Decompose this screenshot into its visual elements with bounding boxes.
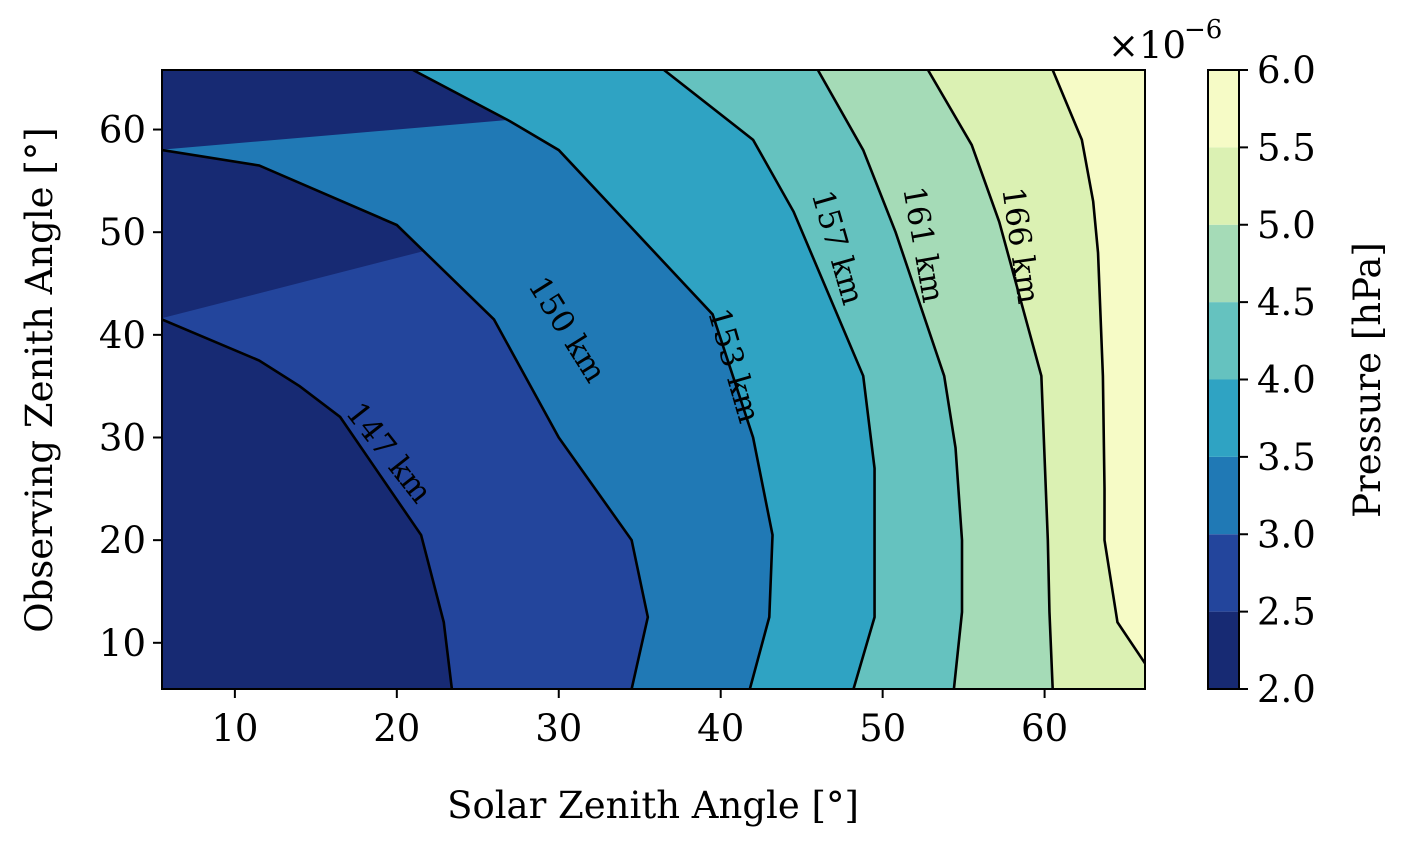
colorbar-multiplier: ×10 <box>1108 24 1186 67</box>
contour-lines <box>162 70 1145 689</box>
x-axis-label: Solar Zenith Angle [°] <box>447 784 859 827</box>
contour-fill-regions <box>162 70 1145 689</box>
contour-line <box>162 148 650 689</box>
plot-frame <box>161 69 1146 690</box>
colorbar-band <box>1208 611 1239 689</box>
colorbar-tick-label: 3.0 <box>1257 513 1316 556</box>
x-tick-label: 30 <box>535 707 582 750</box>
contour-line <box>162 318 454 689</box>
x-tick-label: 20 <box>373 707 420 750</box>
colorbar-band <box>1208 70 1239 148</box>
contour-region <box>1052 70 1145 664</box>
colorbar-band <box>1208 534 1239 612</box>
colorbar-tick-label: 6.0 <box>1257 49 1316 92</box>
contour-line <box>1051 70 1145 665</box>
colorbar-tick-label: 5.0 <box>1257 204 1316 247</box>
contour-line <box>412 70 774 689</box>
x-tick-label: 60 <box>1021 707 1068 750</box>
colorbar-tick-label: 2.0 <box>1257 668 1316 711</box>
colorbar-ticks: 2.0 2.5 3.0 3.5 4.0 4.5 5.0 5.5 6.0 <box>1239 49 1316 711</box>
y-tick-label: 10 <box>99 622 146 665</box>
colorbar-band <box>1208 379 1239 457</box>
colorbar-band <box>1208 302 1239 380</box>
colorbar-exponent: −6 <box>1184 15 1222 45</box>
y-tick-label: 20 <box>99 519 146 562</box>
y-tick-label: 40 <box>99 314 146 357</box>
contour-line <box>816 70 964 689</box>
colorbar-tick-label: 4.5 <box>1257 281 1316 324</box>
y-tick-label: 60 <box>99 109 146 152</box>
contour-region <box>927 70 1145 689</box>
x-tick-label: 40 <box>697 707 744 750</box>
colorbar <box>1208 70 1239 689</box>
contour-line <box>926 70 1054 689</box>
colorbar-tick-label: 5.5 <box>1257 126 1316 169</box>
y-tick-label: 50 <box>99 211 146 254</box>
colorbar-band <box>1208 224 1239 303</box>
colorbar-band <box>1208 147 1239 225</box>
colorbar-tick-label: 2.5 <box>1257 591 1316 634</box>
y-axis-label: Observing Zenith Angle [°] <box>18 127 61 632</box>
colorbar-label: Pressure [hPa] <box>1346 242 1389 518</box>
colorbar-band <box>1208 456 1239 535</box>
x-axis: 10 20 30 40 50 60 <box>211 689 1068 750</box>
colorbar-tick-label: 4.0 <box>1257 359 1316 402</box>
y-axis: 10 20 30 40 50 60 <box>99 109 162 665</box>
colorbar-tick-label: 3.5 <box>1257 436 1316 479</box>
y-tick-label: 30 <box>99 416 146 459</box>
contour-line <box>663 70 876 689</box>
x-tick-label: 50 <box>859 707 906 750</box>
x-tick-label: 10 <box>211 707 258 750</box>
